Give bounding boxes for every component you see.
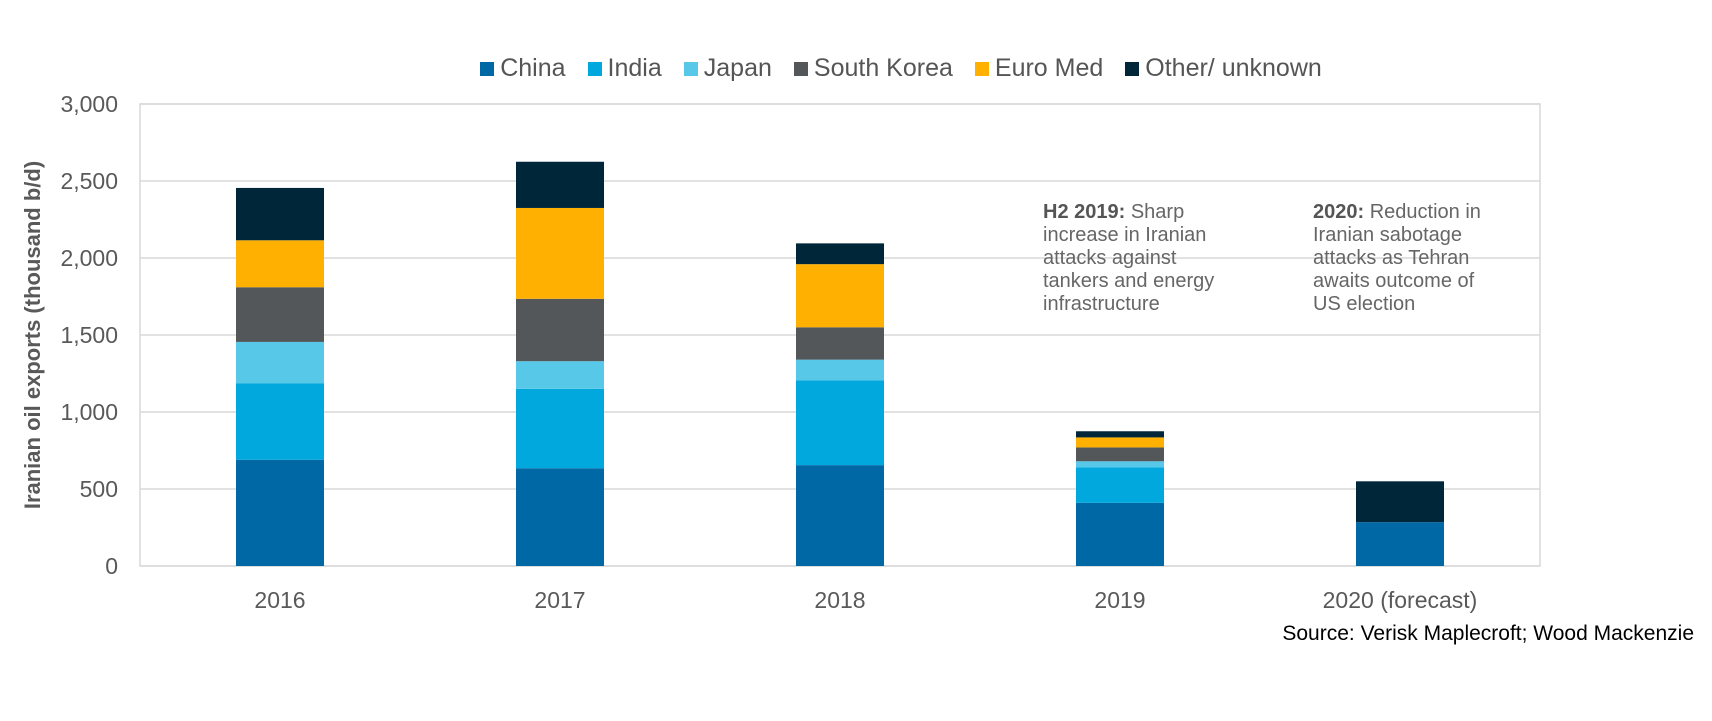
bar-segment-euro-med — [796, 264, 884, 328]
y-axis-label: Iranian oil exports (thousand b/d) — [20, 161, 45, 509]
bar-segment-euro-med — [236, 240, 324, 288]
bar-segment-india — [236, 383, 324, 460]
bar-segment-japan — [1076, 461, 1164, 468]
y-tick-label: 0 — [105, 553, 118, 579]
bar-segment-china — [1076, 502, 1164, 566]
legend-swatch — [793, 61, 808, 76]
source-note: Source: Verisk Maplecroft; Wood Mackenzi… — [1282, 622, 1694, 645]
legend-label: Japan — [703, 54, 772, 82]
bar-segment-south-korea — [516, 298, 604, 362]
bar-segment-india — [516, 388, 604, 469]
bar-segment-euro-med — [1076, 437, 1164, 448]
x-tick-label: 2016 — [254, 587, 305, 613]
legend-item: India — [587, 54, 662, 83]
bar-segment-india — [1076, 467, 1164, 503]
y-tick-label: 3,000 — [60, 91, 118, 117]
legend-item: South Korea — [793, 54, 953, 83]
legend-label: China — [500, 54, 566, 82]
bar-segment-other-unknown — [516, 161, 604, 208]
bar-segment-india — [796, 380, 884, 466]
legend-swatch — [587, 61, 602, 76]
legend-label: Euro Med — [994, 54, 1104, 82]
legend-label: India — [607, 54, 662, 82]
bar-segment-china — [516, 468, 604, 566]
bar-segment-other-unknown — [1356, 481, 1444, 523]
x-tick-label: 2017 — [534, 587, 585, 613]
bar-segment-south-korea — [1076, 447, 1164, 462]
legend-swatch — [683, 61, 698, 76]
y-tick-label: 1,000 — [60, 399, 118, 425]
legend-swatch — [1125, 61, 1140, 76]
bar-segment-china — [796, 465, 884, 566]
x-tick-label: 2019 — [1094, 587, 1145, 613]
annotation-2020: 2020: Reduction in Iranian sabotage atta… — [1313, 201, 1481, 315]
bar-segment-other-unknown — [796, 243, 884, 265]
x-tick-label: 2020 (forecast) — [1323, 587, 1478, 613]
legend-label: Other/ unknown — [1145, 54, 1322, 82]
y-tick-label: 2,500 — [60, 168, 118, 194]
x-tick-label: 2018 — [814, 587, 865, 613]
y-tick-label: 1,500 — [60, 322, 118, 348]
bar-segment-south-korea — [236, 287, 324, 342]
bar-segment-euro-med — [516, 207, 604, 299]
legend-item: Japan — [683, 54, 772, 83]
bar-segment-china — [1356, 522, 1444, 566]
legend-item: Other/ unknown — [1125, 54, 1322, 83]
bar-segment-japan — [516, 361, 604, 389]
legend-swatch — [974, 61, 989, 76]
legend-item: Euro Med — [974, 54, 1104, 83]
legend-label: South Korea — [813, 54, 953, 82]
annotation-h2-2019: H2 2019: Sharp increase in Iranian attac… — [1043, 201, 1215, 315]
y-tick-label: 500 — [80, 476, 118, 502]
bar-segment-south-korea — [796, 327, 884, 360]
legend-swatch — [480, 61, 495, 76]
legend-item: China — [480, 54, 566, 83]
bar-segment-japan — [236, 341, 324, 384]
bar-segment-china — [236, 459, 324, 566]
bar-segment-japan — [796, 359, 884, 381]
bar-segment-other-unknown — [1076, 431, 1164, 438]
bar-segment-other-unknown — [236, 187, 324, 241]
y-tick-label: 2,000 — [60, 245, 118, 271]
legend: China India Japan South Korea Euro Med Other/… — [0, 54, 1712, 83]
